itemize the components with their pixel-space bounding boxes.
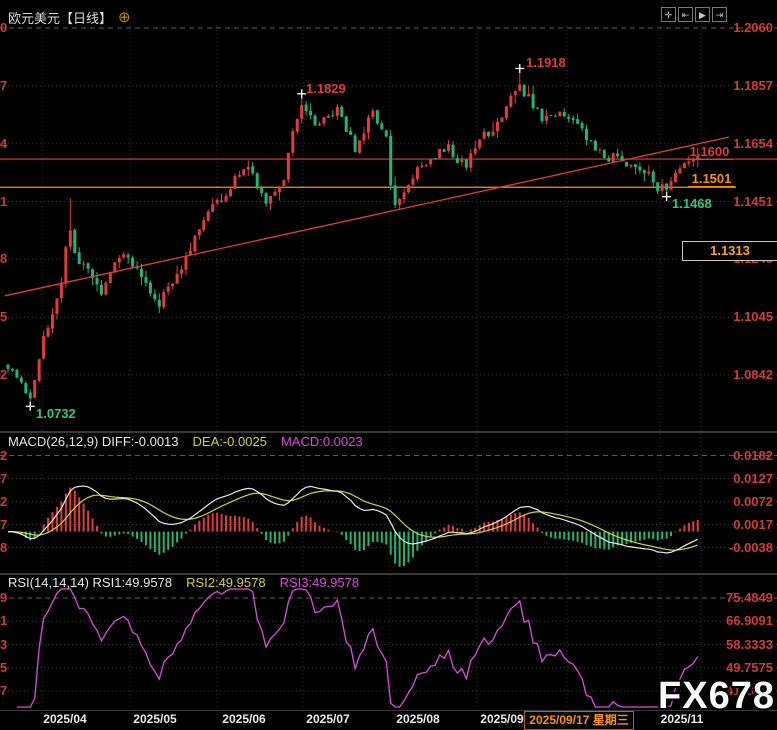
panel-separator — [0, 431, 777, 433]
x-axis-label: 2025/09 — [480, 712, 524, 726]
crosshair-price-box: 1.1313 — [682, 241, 777, 261]
x-axis-label: 2025/08 — [396, 712, 440, 726]
x-axis-label: 2025/07 — [306, 712, 350, 726]
rsi-axis-left-digit: 1 — [0, 613, 8, 629]
rsi-axis-tick: 41.1817 — [726, 683, 773, 698]
x-axis-label: 2025/05 — [133, 712, 177, 726]
high-annotation-1: 1.1829 — [306, 81, 346, 96]
rsi-axis-left-digit: 9 — [0, 590, 8, 605]
rsi-label-row: RSI(14,14,14) RSI1:49.9578 RSI2:49.9578 RS… — [8, 575, 359, 590]
macd-label-row: MACD(26,12,9) DIFF:-0.0013 DEA:-0.0025 MAC… — [8, 434, 363, 449]
x-axis-label: 2025/06 — [222, 712, 266, 726]
y-axis-left-digit: 1 — [0, 193, 8, 209]
macd-axis-tick: 0.0072 — [733, 493, 773, 509]
y-axis-left-digit: 5 — [0, 309, 8, 325]
y-axis-tick: 1.2060 — [733, 20, 773, 35]
macd-axis-tick: 0.0017 — [733, 516, 773, 532]
resistance-level-label: 1.1600 — [686, 144, 733, 160]
rsi-axis-tick: 75.4849 — [726, 590, 773, 605]
macd-axis-tick: 0.0127 — [733, 470, 773, 486]
high-annotation-2: 1.1918 — [526, 55, 566, 70]
play-icon[interactable]: ▶ — [695, 7, 710, 22]
shift-right-icon[interactable]: ⇥ — [712, 7, 727, 22]
rsi1-label: RSI(14,14,14) RSI1:49.9578 — [8, 575, 173, 590]
chart-toolbar: ✛ ⇤ ▶ ⇥ — [661, 7, 727, 22]
x-axis-label: 2025/11 — [660, 712, 704, 726]
y-axis-left-digit: 8 — [0, 251, 8, 267]
x-axis-label: 2025/04 — [43, 712, 87, 726]
low-annotation-2: 1.1468 — [672, 196, 712, 211]
macd-axis-left-digit: 7 — [0, 470, 8, 486]
y-axis-left-digit: 4 — [0, 135, 8, 151]
macd-axis-left-digit: 2 — [0, 493, 8, 509]
y-axis-tick: 1.1654 — [733, 135, 773, 151]
macd-axis-left-digit: 7 — [0, 516, 8, 532]
y-axis-left-digit: 2 — [0, 367, 8, 382]
panel-separator — [0, 573, 777, 575]
add-indicator-icon[interactable]: ⊕ — [118, 9, 131, 26]
panel-separator — [0, 710, 777, 711]
macd-axis-left-digit: 2 — [0, 447, 8, 463]
low-annotation-1: 1.0732 — [36, 406, 76, 421]
rsi-axis-tick: 66.9091 — [726, 613, 773, 629]
rsi-axis-left-digit: 7 — [0, 683, 8, 698]
chart-title: 欧元美元【日线】 — [8, 11, 113, 26]
rsi3-label: RSI3:49.9578 — [279, 575, 360, 590]
y-axis-tick: 1.1857 — [733, 77, 773, 93]
y-axis-tick: 1.1045 — [733, 309, 773, 325]
rsi-axis-left-digit: 5 — [0, 659, 8, 675]
y-axis-left-digit: 0 — [0, 20, 8, 35]
macd-diff-label: MACD(26,12,9) DIFF:-0.0013 — [8, 434, 179, 449]
macd-dea-label: DEA:-0.0025 — [192, 434, 267, 449]
support-level-label: 1.1501 — [688, 171, 735, 187]
rsi-axis-tick: 49.7575 — [726, 659, 773, 675]
macd-axis-tick: 0.0182 — [733, 447, 773, 463]
crosshair-icon[interactable]: ✛ — [661, 7, 676, 22]
y-axis-left-digit: 7 — [0, 77, 8, 93]
shift-left-icon[interactable]: ⇤ — [678, 7, 693, 22]
y-axis-tick: 1.1451 — [733, 193, 773, 209]
crosshair-date-box: 2025/09/17 星期三 — [524, 711, 634, 730]
fx678-watermark: FX678 — [658, 675, 775, 717]
rsi-axis-left-digit: 3 — [0, 636, 8, 652]
macd-hist-label: MACD:0.0023 — [280, 434, 363, 449]
rsi-axis-tick: 58.3333 — [726, 636, 773, 652]
rsi2-label: RSI2:49.9578 — [186, 575, 266, 590]
macd-axis-tick: -0.0038 — [728, 539, 773, 555]
macd-axis-left-digit: 8 — [0, 539, 8, 555]
title-bar: 欧元美元【日线】 ⊕ — [8, 8, 131, 27]
y-axis-tick: 1.0842 — [733, 367, 773, 382]
